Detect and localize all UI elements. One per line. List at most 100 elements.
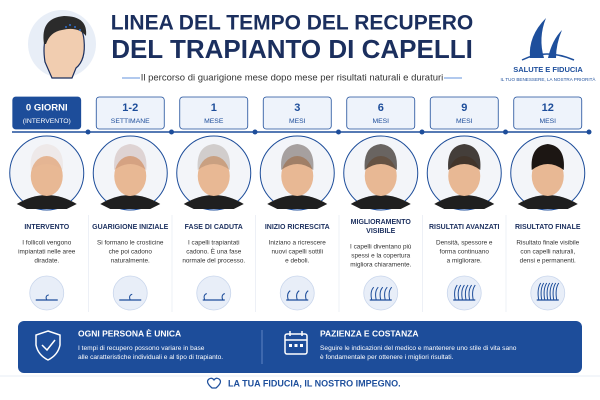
subtitle: Il percorso di guarigione mese dopo mese… bbox=[141, 73, 444, 84]
stage-icon-bg bbox=[112, 275, 148, 311]
note-title: OGNI PERSONA È UNICA bbox=[78, 328, 181, 338]
time-unit: SETTIMANE bbox=[111, 118, 150, 125]
stage-desc: I capelli diventano più bbox=[350, 244, 412, 251]
hair-strand bbox=[305, 290, 309, 301]
portrait-face bbox=[30, 156, 63, 196]
shield-icon bbox=[35, 330, 61, 361]
time-label: 9 bbox=[461, 102, 467, 114]
timeline-dot bbox=[503, 129, 508, 135]
time-unit: (INTERVENTO) bbox=[23, 118, 71, 125]
portrait-face bbox=[281, 156, 314, 196]
hair-strand bbox=[543, 282, 548, 301]
stage-desc: e deboli. bbox=[285, 258, 309, 265]
hair-strand bbox=[468, 284, 473, 301]
note-desc: è fondamentale per ottenere i migliori r… bbox=[320, 354, 454, 361]
note-desc: Seguire le indicazioni del medico e mant… bbox=[320, 345, 517, 352]
logo-tagline: IL TUO BENESSERE, LA NOSTRA PRIORITÀ bbox=[501, 76, 597, 82]
portrait-hair bbox=[281, 144, 314, 170]
portrait-shoulders bbox=[183, 195, 244, 209]
hair-strand bbox=[384, 286, 388, 301]
timeline-dot bbox=[336, 129, 341, 135]
hair-strand bbox=[296, 290, 300, 301]
hair-strand bbox=[375, 286, 379, 301]
portrait-hair bbox=[448, 144, 481, 170]
head-icon bbox=[28, 10, 96, 79]
title-line2: DEL TRAPIANTO DI CAPELLI bbox=[111, 34, 473, 64]
hair-strand bbox=[457, 284, 462, 301]
calendar-icon bbox=[284, 331, 308, 355]
time-box bbox=[262, 96, 332, 130]
stage-desc: nuovi capelli sottili bbox=[271, 249, 323, 256]
hair-strand bbox=[379, 286, 384, 301]
time-label: 1-2 bbox=[122, 102, 138, 114]
heart-icon bbox=[206, 377, 222, 389]
time-unit: MESI bbox=[372, 118, 389, 125]
stage-desc: naturalmente. bbox=[111, 258, 150, 265]
stage-desc: che poi cadono bbox=[109, 249, 153, 256]
time-box bbox=[179, 96, 249, 130]
stage-title: INIZIO RICRESCITA bbox=[265, 224, 330, 231]
portrait-shoulders bbox=[350, 195, 411, 209]
portrait-shoulders bbox=[100, 195, 161, 209]
time-label: 0 GIORNI bbox=[26, 103, 68, 114]
portrait-hair bbox=[114, 144, 147, 170]
logo-name: SALUTE E FIDUCIA bbox=[513, 65, 583, 74]
notes: OGNI PERSONA È UNICA I tempi di recupero … bbox=[78, 328, 517, 361]
hair-strand bbox=[287, 290, 291, 301]
portrait-face bbox=[197, 156, 230, 196]
hair-strand bbox=[45, 294, 49, 301]
hair-strand bbox=[221, 293, 225, 301]
stage-desc: normale del processo. bbox=[182, 258, 245, 265]
hair-strand bbox=[370, 286, 375, 301]
time-box bbox=[429, 96, 499, 130]
stage-title: RISULTATO FINALE bbox=[515, 224, 581, 231]
note-desc: alle caratteristiche individuali e al ti… bbox=[78, 354, 223, 361]
stage-desc: migliora chiaramente. bbox=[350, 262, 411, 269]
stage-desc: Si formano le crosticine bbox=[97, 240, 164, 247]
time-box bbox=[12, 96, 82, 130]
hair-strand bbox=[472, 284, 476, 301]
time-unit: MESI bbox=[456, 118, 473, 125]
timeline-dot bbox=[169, 129, 174, 135]
stage-icon-bg bbox=[446, 275, 482, 311]
stage-desc: densi e permanenti. bbox=[520, 258, 576, 265]
stage-desc: I capelli trapiantati bbox=[188, 240, 240, 247]
portrait-face bbox=[448, 156, 481, 196]
stage-icon-bg bbox=[196, 275, 232, 311]
time-unit: MESE bbox=[204, 118, 224, 125]
portrait-shoulders bbox=[267, 195, 328, 209]
time-label: 3 bbox=[294, 102, 300, 114]
time-label: 6 bbox=[378, 102, 384, 114]
stage-desc: Iniziano a ricrescere bbox=[269, 240, 327, 247]
time-label: 1 bbox=[211, 102, 217, 114]
hair-strand bbox=[461, 284, 465, 301]
portrait-shoulders bbox=[517, 195, 578, 209]
stage-desc: I follicoli vengono bbox=[22, 240, 71, 247]
hair-strand bbox=[555, 282, 560, 301]
timeline-dot bbox=[85, 129, 91, 135]
timeline-dot bbox=[252, 129, 258, 135]
stage-title: FASE DI CADUTA bbox=[185, 224, 243, 231]
stage-desc: spessi e la copertura bbox=[351, 253, 410, 260]
stage-title: VISIBILE bbox=[366, 228, 396, 235]
timeline-dot bbox=[419, 129, 425, 135]
hair-strand bbox=[388, 286, 393, 301]
stages: 0 GIORNI (INTERVENTO) INTERVENTO I follicol… bbox=[9, 96, 592, 312]
stage-desc: con capelli naturali, bbox=[520, 249, 575, 256]
hair-strand bbox=[464, 284, 469, 301]
hair-strand bbox=[203, 293, 207, 301]
stage-title: MIGLIORAMENTO bbox=[351, 219, 412, 226]
stage-title: INTERVENTO bbox=[24, 224, 69, 231]
stage-title: GUARIGIONE INIZIALE bbox=[92, 224, 169, 231]
portrait-shoulders bbox=[434, 195, 495, 209]
hair-strand bbox=[549, 282, 554, 301]
hair-strand bbox=[552, 282, 557, 301]
stage-icon-bg bbox=[29, 275, 65, 311]
time-label: 12 bbox=[542, 102, 554, 114]
timeline-dot bbox=[586, 129, 592, 135]
portrait-face bbox=[114, 156, 147, 196]
time-unit: MESI bbox=[289, 118, 306, 125]
stage-title: RISULTATI AVANZATI bbox=[429, 224, 500, 231]
time-unit: MESI bbox=[539, 118, 556, 125]
